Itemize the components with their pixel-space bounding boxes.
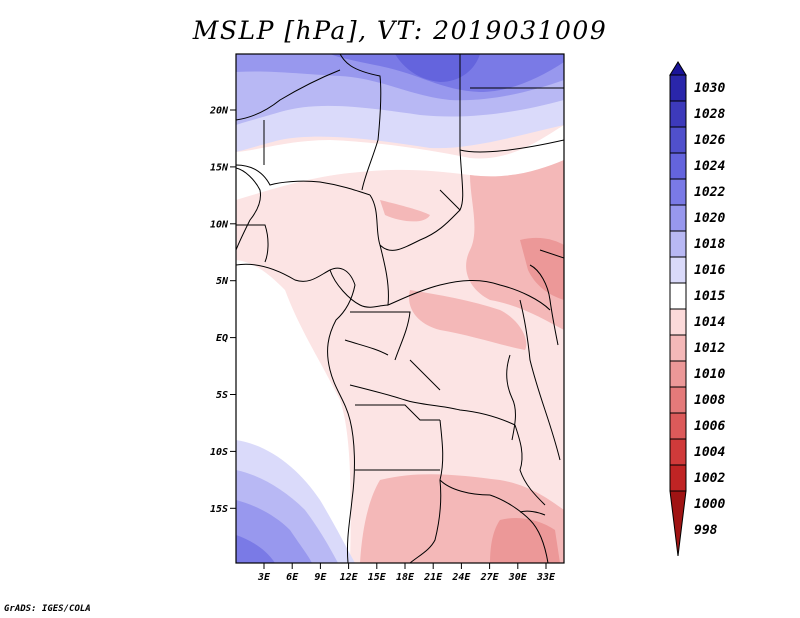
colorbar-swatch bbox=[669, 152, 687, 180]
colorbar-swatch bbox=[669, 360, 687, 388]
colorbar-swatch bbox=[669, 204, 687, 232]
colorbar-label: 1028 bbox=[694, 107, 725, 122]
colorbar-label: 1002 bbox=[694, 471, 725, 486]
colorbar-swatch bbox=[669, 74, 687, 102]
map-frame bbox=[235, 53, 565, 564]
colorbar-label: 1008 bbox=[694, 393, 725, 408]
colorbar-label: 998 bbox=[694, 523, 718, 538]
colorbar-bottom-arrow bbox=[669, 490, 687, 557]
lon-label: 33E bbox=[536, 572, 556, 583]
lat-label: 20N bbox=[209, 106, 229, 117]
lon-label: 24E bbox=[451, 572, 471, 583]
colorbar-label: 1026 bbox=[694, 133, 725, 148]
colorbar-label: 1015 bbox=[694, 289, 725, 304]
colorbar-label: 1004 bbox=[694, 445, 725, 460]
colorbar-label: 1030 bbox=[694, 81, 725, 96]
country-borders bbox=[236, 54, 564, 563]
colorbar: 1030 1028 1026 1024 1022 1020 1018 1016 1015 1014… bbox=[669, 61, 725, 557]
map-title: MSLP [hPa], VT: 2019031009 bbox=[192, 16, 608, 45]
lat-label: 10N bbox=[210, 219, 229, 230]
lat-label: 15N bbox=[210, 162, 229, 173]
colorbar-swatch bbox=[669, 412, 687, 440]
lat-label: EQ bbox=[216, 333, 228, 344]
colorbar-swatch bbox=[669, 256, 687, 284]
lon-label: 3E bbox=[257, 572, 271, 583]
colorbar-swatch bbox=[669, 334, 687, 362]
longitude-axis: 3E 6E 9E 12E 15E 18E 21E 24E 27E 30E 33E bbox=[257, 563, 556, 583]
latitude-axis: 20N 15N 10N 5N EQ 5S 10S 15S bbox=[209, 106, 236, 515]
lon-label: 18E bbox=[396, 572, 415, 583]
colorbar-label: 1012 bbox=[694, 341, 725, 356]
colorbar-label: 1018 bbox=[694, 237, 725, 252]
colorbar-swatch bbox=[669, 438, 687, 466]
colorbar-swatch bbox=[669, 178, 687, 206]
lat-label: 10S bbox=[210, 447, 228, 458]
lat-label: 15S bbox=[210, 504, 228, 515]
colorbar-label: 1022 bbox=[694, 185, 725, 200]
colorbar-label: 1010 bbox=[694, 367, 725, 382]
colorbar-swatch bbox=[669, 230, 687, 258]
colorbar-label: 1006 bbox=[694, 419, 725, 434]
colorbar-swatch bbox=[669, 126, 687, 154]
lat-label: 5N bbox=[216, 276, 229, 287]
lon-label: 27E bbox=[480, 572, 500, 583]
colorbar-swatch bbox=[669, 308, 687, 336]
colorbar-label: 1024 bbox=[694, 159, 725, 174]
lat-label: 5S bbox=[216, 390, 228, 401]
colorbar-label: 1000 bbox=[694, 497, 725, 512]
colorbar-swatch bbox=[669, 464, 687, 492]
lon-label: 15E bbox=[368, 572, 387, 583]
lon-label: 12E bbox=[340, 572, 359, 583]
colorbar-swatch bbox=[669, 100, 687, 128]
colorbar-label: 1014 bbox=[694, 315, 725, 330]
colorbar-top-arrow bbox=[669, 61, 687, 76]
pressure-field bbox=[236, 54, 564, 563]
colorbar-label: 1020 bbox=[694, 211, 725, 226]
lon-label: 21E bbox=[423, 572, 443, 583]
lon-label: 9E bbox=[314, 572, 327, 583]
lon-label: 6E bbox=[286, 572, 299, 583]
colorbar-swatch bbox=[669, 282, 687, 310]
colorbar-label: 1016 bbox=[694, 263, 725, 278]
grads-credit: GrADS: IGES/COLA bbox=[4, 604, 91, 614]
colorbar-swatch bbox=[669, 386, 687, 414]
lon-label: 30E bbox=[508, 572, 528, 583]
